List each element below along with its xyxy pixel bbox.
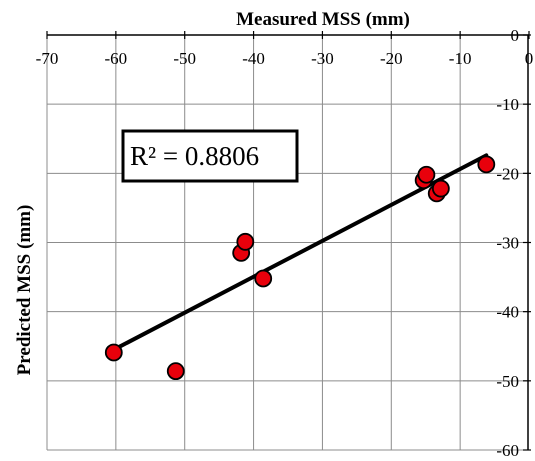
x-axis-title: Measured MSS (mm)	[236, 9, 410, 30]
axes: -70 -60 -50 -40 -30 -20 -10 00 -10 -20 -30 -40 -50 -6…	[36, 26, 534, 460]
y-tick-label: -60	[496, 441, 519, 460]
y-tick-label: -40	[496, 303, 519, 322]
y-tick-label: -10	[496, 95, 519, 114]
data-point	[236, 232, 255, 251]
y-axis-title: Predicted MSS (mm)	[14, 205, 35, 376]
x-tick-label: -60	[105, 49, 128, 68]
y-tick-label: 0	[511, 26, 520, 45]
y-tick-label: -50	[496, 372, 519, 391]
r2-annotation: R² = 0.8806	[130, 141, 259, 171]
data-points	[104, 155, 496, 381]
x-tick-label: 0	[525, 49, 534, 68]
data-point	[417, 165, 436, 184]
x-tick-label: -10	[449, 49, 472, 68]
x-tick-label: -20	[380, 49, 403, 68]
grid-lines	[46, 35, 529, 451]
y-tick-label: -30	[496, 234, 519, 253]
x-tick-label: -30	[311, 49, 334, 68]
x-tick-label: -70	[36, 49, 59, 68]
data-point	[477, 155, 496, 174]
data-point	[166, 362, 185, 381]
data-point	[104, 343, 123, 362]
y-tick-label: -20	[496, 164, 519, 183]
data-point	[431, 179, 450, 198]
x-tick-label: -40	[242, 49, 265, 68]
x-tick-label: -50	[173, 49, 196, 68]
data-point	[254, 269, 273, 288]
r2-annotation-box	[121, 129, 299, 183]
